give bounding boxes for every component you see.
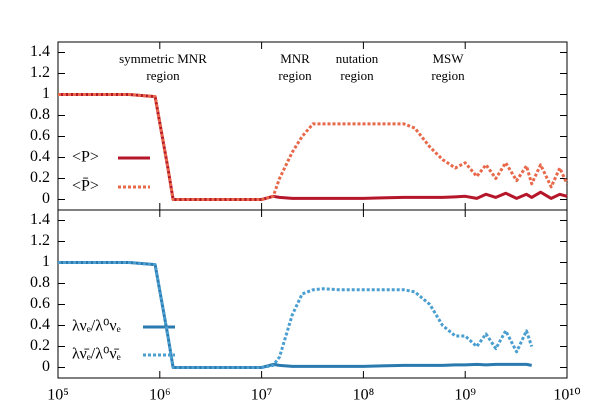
y-tick-label: 1.2: [30, 232, 50, 249]
annotation: MSW: [432, 51, 464, 66]
y-tick-label: 1.2: [30, 64, 50, 81]
annotation: region: [278, 68, 312, 83]
y-tick-label: 0.8: [30, 106, 50, 123]
y-tick-label: 0.4: [30, 316, 50, 333]
y-tick-label: 1: [42, 85, 50, 102]
x-tick-label: 10¹⁰: [553, 387, 580, 404]
y-tick-label: 1.4: [30, 211, 50, 228]
series-line: [58, 93, 568, 201]
x-tick-label: 10⁵: [47, 387, 69, 404]
x-tick-label: 10⁶: [149, 387, 171, 404]
annotation: nutation: [336, 51, 379, 66]
annotation: region: [340, 68, 374, 83]
plot-frame: [57, 41, 568, 211]
legend-label: <P>: [72, 149, 99, 166]
y-tick-label: 0: [42, 190, 50, 207]
annotation: region: [146, 68, 180, 83]
annotation: region: [431, 68, 465, 83]
annotation: MNR: [280, 51, 310, 66]
legend-label: λνₑ/λ⁰νₑ: [72, 318, 121, 335]
y-tick-label: 0.6: [30, 127, 50, 144]
y-tick-label: 1.4: [30, 43, 50, 60]
y-tick-label: 1: [42, 253, 50, 270]
y-tick-label: 0.8: [30, 274, 50, 291]
legend-label: λν̄ₑ/λ⁰ν̄ₑ: [72, 346, 121, 363]
y-tick-label: 0.6: [30, 295, 50, 312]
x-tick-label: 10⁹: [454, 387, 476, 404]
y-tick-label: 0.4: [30, 148, 50, 165]
series-line: [58, 93, 569, 201]
series-line: [58, 261, 532, 369]
x-tick-label: 10⁸: [353, 387, 375, 404]
series-line: [58, 261, 534, 369]
annotation: symmetric MNR: [119, 51, 207, 66]
plot-frame: [57, 209, 568, 379]
legend-label: <P̄>: [72, 178, 99, 195]
y-tick-label: 0.2: [30, 337, 50, 354]
y-tick-label: 0.2: [30, 169, 50, 186]
y-tick-label: 0: [42, 358, 50, 375]
x-tick-label: 10⁷: [251, 387, 273, 404]
